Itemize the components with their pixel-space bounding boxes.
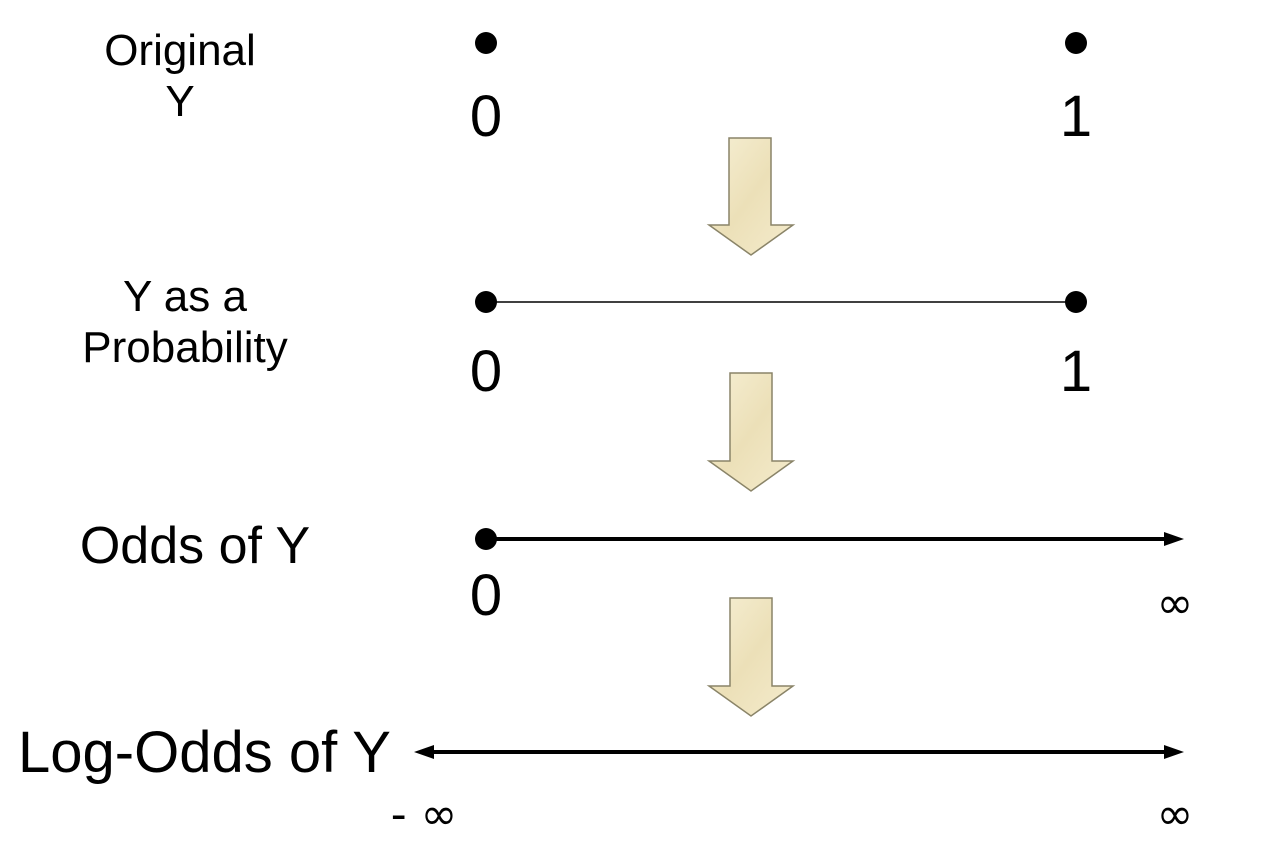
arrowhead-icon [414,745,434,759]
arrowhead-icon [1164,532,1184,546]
tick-label: 0 [469,339,503,404]
row-label-line: Probability [82,322,288,372]
down-arrow-icon [706,137,796,256]
row-label-log-odds: Log-Odds of Y [18,720,391,785]
tick-label: - ∞ [390,789,458,840]
tick-label: 0 [469,563,503,628]
odds-dot-0 [475,528,497,550]
down-arrow-icon [706,597,796,717]
original-dot-1 [1065,32,1087,54]
row-label-original: Original Y [80,26,280,127]
original-dot-0 [475,32,497,54]
tick-label: 1 [1059,339,1093,404]
arrowhead-icon [1164,745,1184,759]
row-label-odds: Odds of Y [79,517,311,575]
row-label-line: Y [165,76,195,126]
tick-label: 1 [1059,84,1093,149]
probability-dot-0 [475,291,497,313]
row-label-line: Y as a [123,272,247,321]
tick-label: ∞ [1156,789,1194,840]
tick-label: ∞ [1156,578,1194,629]
row-label-line: Original [104,26,256,75]
probability-dot-1 [1065,291,1087,313]
tick-label: 0 [469,84,503,149]
row-label-probability: Y as a Probability [70,272,300,373]
down-arrow-icon [706,372,796,492]
